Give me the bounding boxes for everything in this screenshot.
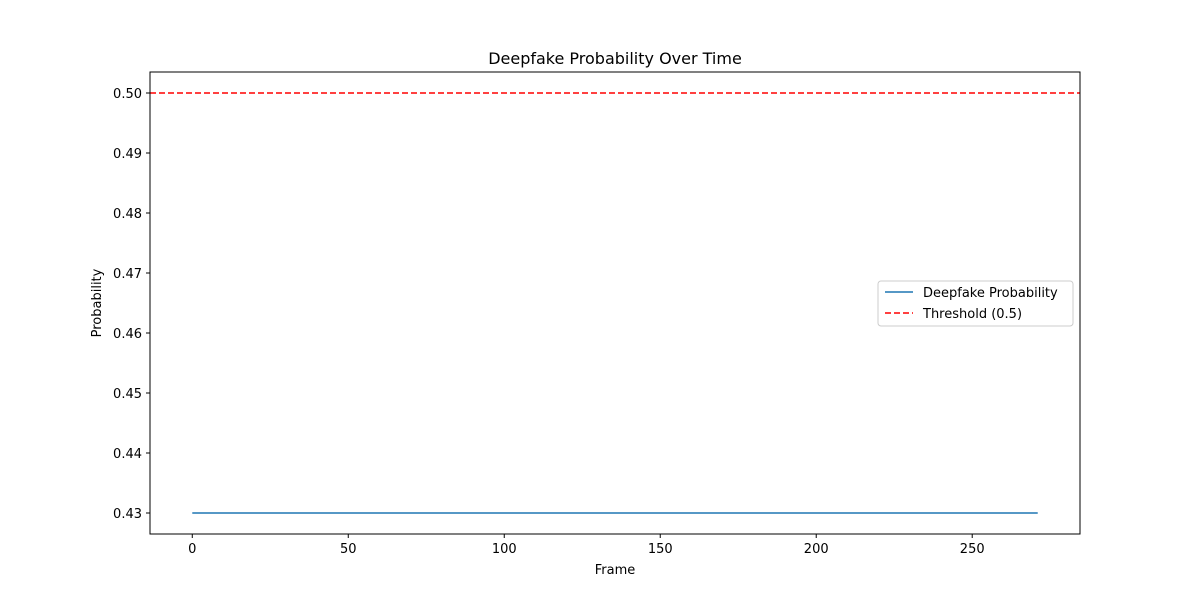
y-axis-label: Probability — [90, 268, 105, 337]
legend: Deepfake Probability Threshold (0.5) — [877, 280, 1074, 327]
x-tick-label: 100 — [492, 542, 517, 557]
y-tick-label: 0.44 — [113, 447, 142, 462]
y-tick-label: 0.49 — [113, 147, 142, 162]
y-tick-label: 0.45 — [113, 387, 142, 402]
x-tick-label: 50 — [340, 542, 357, 557]
y-tick-label: 0.47 — [113, 267, 142, 282]
legend-label-threshold: Threshold (0.5) — [922, 307, 1022, 322]
y-axis-ticks: 0.43 0.44 0.45 0.46 0.47 0.48 0.49 0.50 — [113, 87, 150, 522]
x-axis-label: Frame — [595, 563, 636, 578]
x-axis-ticks: 0 50 100 150 200 250 — [188, 534, 985, 557]
legend-label-deepfake-probability: Deepfake Probability — [923, 286, 1058, 301]
x-tick-label: 150 — [648, 542, 673, 557]
x-tick-label: 200 — [804, 542, 829, 557]
legend-box — [877, 280, 1074, 327]
y-tick-label: 0.50 — [113, 87, 142, 102]
plot-frame — [149, 71, 1081, 535]
y-tick-label: 0.43 — [113, 507, 142, 522]
chart-title: Deepfake Probability Over Time — [488, 49, 742, 68]
y-tick-label: 0.46 — [113, 327, 142, 342]
y-tick-label: 0.48 — [113, 207, 142, 222]
x-tick-label: 250 — [960, 542, 985, 557]
x-tick-label: 0 — [188, 542, 196, 557]
